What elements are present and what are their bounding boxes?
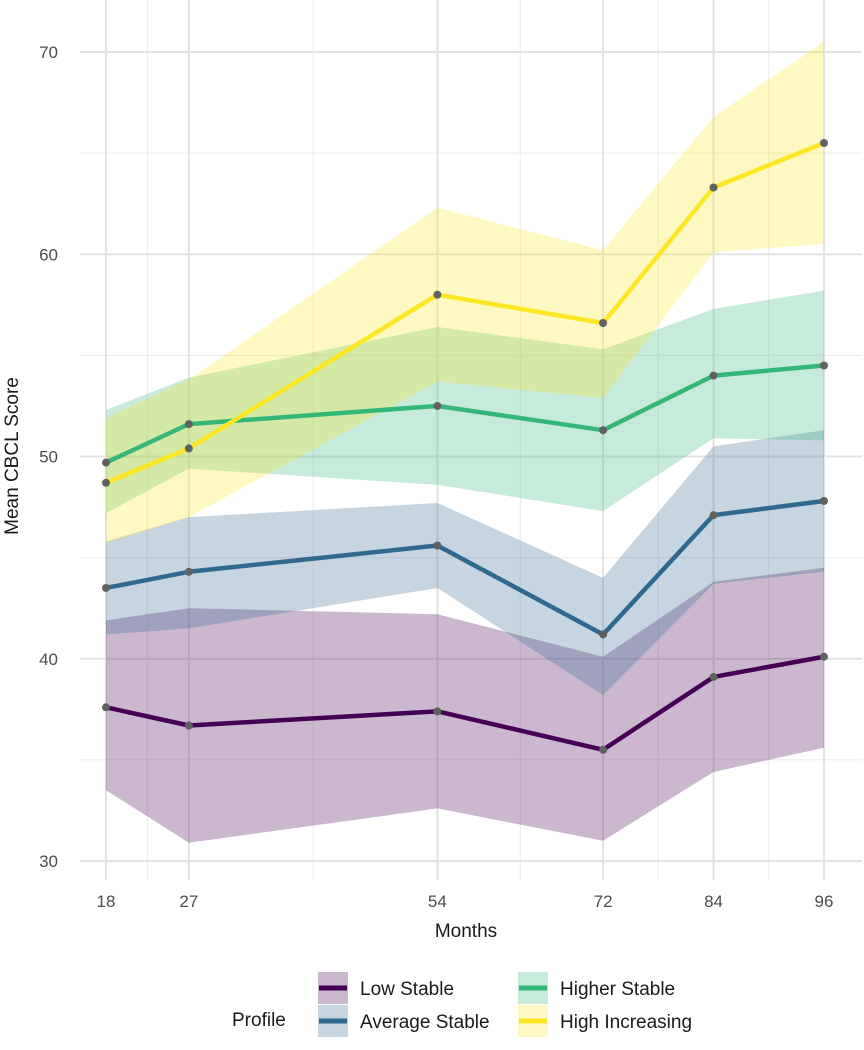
point-higher-stable [184,420,193,429]
point-higher-stable [599,426,608,435]
point-high-increasing [433,290,442,299]
major-gridlines [80,0,862,880]
point-average-stable [599,630,608,639]
line-low-stable [105,654,825,753]
point-average-stable [184,567,193,576]
point-higher-stable [433,401,442,410]
series-lines [105,140,825,753]
point-high-increasing [184,444,193,453]
ribbon-low-stable [106,567,824,843]
point-low-stable [184,721,193,730]
ribbon-higher-stable [106,290,824,514]
legend-label-high-increasing: High Increasing [560,1012,692,1033]
y-axis-title: Mean CBCL Score [2,377,23,535]
y-tick-label: 30 [39,852,58,871]
legend-label-average-stable: Average Stable [360,1012,490,1033]
y-tick-label: 60 [39,245,58,264]
line-high-increasing [105,140,825,485]
x-tick-label: 84 [704,892,723,911]
point-higher-stable [709,371,718,380]
point-low-stable [102,703,110,712]
point-low-stable [820,652,828,661]
point-low-stable [599,745,608,754]
x-tick-label: 27 [179,892,198,911]
line-higher-stable [105,363,825,465]
x-tick-label: 96 [815,892,834,911]
x-axis-title: Months [435,921,497,942]
legend-label-low-stable: Low Stable [360,979,454,1000]
legend-label-higher-stable: Higher Stable [560,979,675,1000]
point-average-stable [433,541,442,550]
point-high-increasing [102,478,110,487]
minor-gridlines [80,0,862,880]
point-high-increasing [599,319,608,328]
point-high-increasing [709,183,718,192]
x-tick-label: 72 [594,892,613,911]
point-low-stable [433,707,442,716]
point-average-stable [102,583,110,592]
point-higher-stable [102,458,110,467]
x-tick-label: 54 [428,892,447,911]
point-low-stable [709,672,718,681]
point-average-stable [820,496,828,505]
point-high-increasing [820,139,828,148]
legend-title: Profile [232,1010,286,1031]
y-tick-label: 40 [39,650,58,669]
data-points [102,139,828,754]
y-tick-label: 50 [39,448,58,467]
x-tick-label: 18 [97,892,116,911]
y-tick-label: 70 [39,43,58,62]
line-average-stable [105,498,825,637]
legend: Profile Low Stable Average Stable Higher S… [232,972,692,1037]
x-axis-ticks: 18 27 54 72 84 96 [97,892,834,911]
point-higher-stable [820,361,828,370]
point-average-stable [709,511,718,520]
y-axis-ticks: 30 40 50 60 70 [39,43,58,871]
